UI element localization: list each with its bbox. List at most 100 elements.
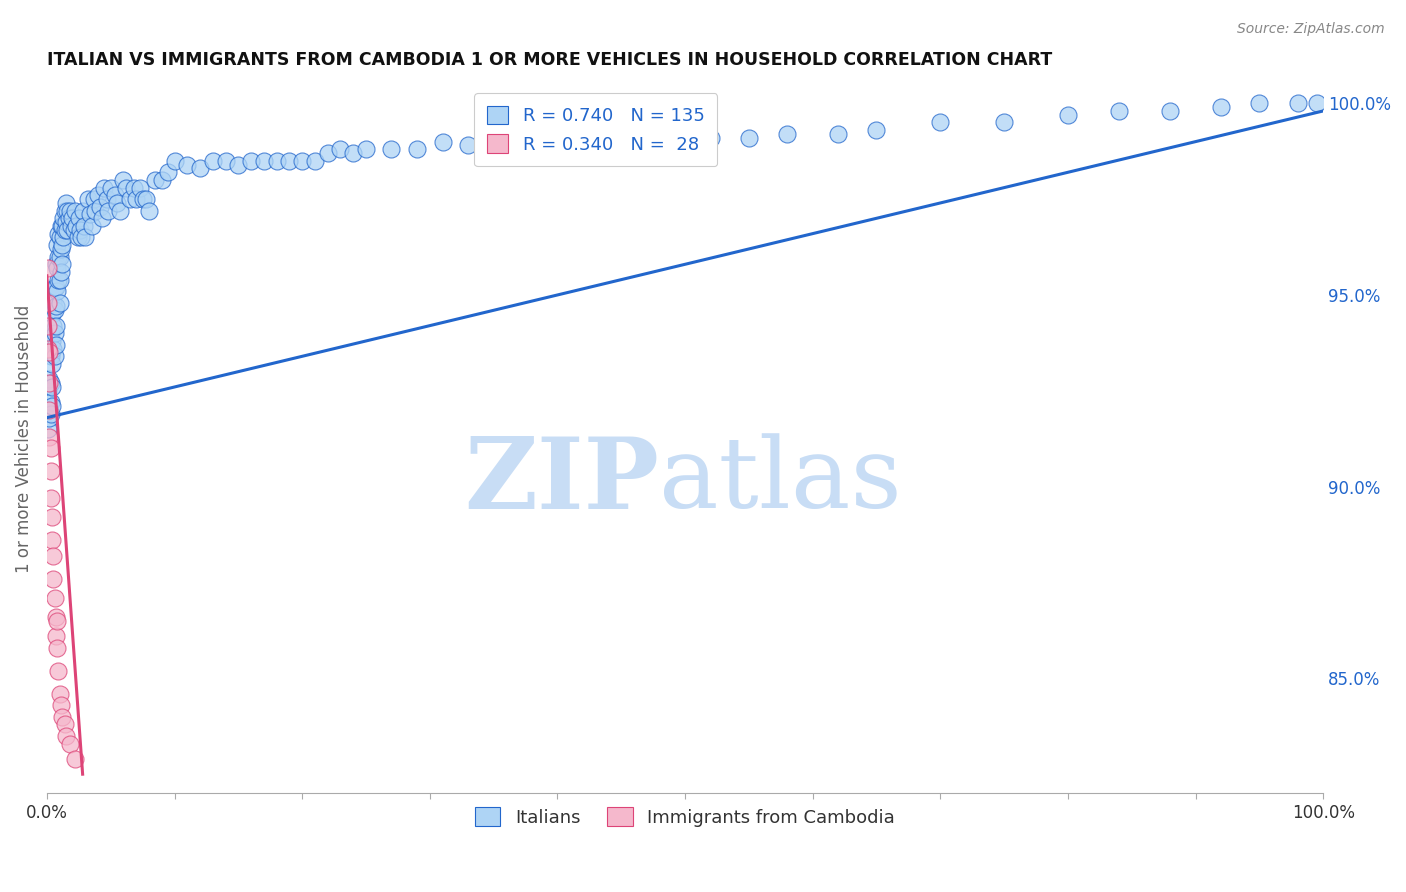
Point xyxy=(39,376,62,391)
Point xyxy=(45,280,67,294)
Point xyxy=(41,357,63,371)
Text: Source: ZipAtlas.com: Source: ZipAtlas.com xyxy=(1237,22,1385,37)
Point xyxy=(48,250,70,264)
Point xyxy=(45,318,67,333)
Point xyxy=(49,242,72,256)
Point xyxy=(150,173,173,187)
Point xyxy=(96,192,118,206)
Point xyxy=(520,146,543,161)
Point xyxy=(65,219,87,233)
Point xyxy=(108,203,131,218)
Point xyxy=(278,153,301,168)
Point xyxy=(546,142,568,156)
Legend: Italians, Immigrants from Cambodia: Italians, Immigrants from Cambodia xyxy=(468,800,903,834)
Point xyxy=(44,591,66,605)
Point xyxy=(38,345,60,359)
Point xyxy=(1306,96,1329,111)
Point xyxy=(53,717,76,731)
Point xyxy=(38,403,60,417)
Point xyxy=(45,257,67,271)
Point xyxy=(201,153,224,168)
Point xyxy=(58,211,80,226)
Point xyxy=(59,737,82,751)
Point xyxy=(51,219,73,233)
Point xyxy=(63,752,86,766)
Point xyxy=(46,261,69,276)
Point xyxy=(46,640,69,655)
Point xyxy=(39,407,62,421)
Point xyxy=(66,230,89,244)
Point xyxy=(42,342,65,356)
Point xyxy=(115,180,138,194)
Point xyxy=(62,223,84,237)
Point xyxy=(46,238,69,252)
Point xyxy=(145,173,167,187)
Point xyxy=(1159,103,1181,118)
Point xyxy=(76,192,98,206)
Point xyxy=(585,146,607,161)
Point xyxy=(39,326,62,341)
Point xyxy=(55,196,77,211)
Point xyxy=(67,211,90,226)
Point xyxy=(63,203,86,218)
Point xyxy=(79,207,101,221)
Point xyxy=(39,395,62,409)
Point xyxy=(329,142,352,156)
Point xyxy=(100,180,122,194)
Point xyxy=(482,142,505,156)
Point xyxy=(103,188,125,202)
Point xyxy=(1057,108,1080,122)
Point xyxy=(125,192,148,206)
Point xyxy=(38,345,60,359)
Point xyxy=(48,295,70,310)
Point xyxy=(41,307,63,321)
Point xyxy=(75,230,97,244)
Point xyxy=(188,161,211,176)
Point xyxy=(163,153,186,168)
Point xyxy=(661,135,683,149)
Point xyxy=(55,729,77,743)
Point xyxy=(38,410,60,425)
Point xyxy=(41,533,63,548)
Text: atlas: atlas xyxy=(659,434,903,529)
Point xyxy=(97,203,120,218)
Point xyxy=(48,230,70,244)
Point xyxy=(37,403,59,417)
Point xyxy=(112,173,135,187)
Point xyxy=(90,211,112,226)
Point xyxy=(41,334,63,348)
Point xyxy=(73,219,96,233)
Point xyxy=(44,280,66,294)
Point xyxy=(53,203,76,218)
Point xyxy=(59,203,82,218)
Point xyxy=(380,142,402,156)
Point xyxy=(60,219,83,233)
Point xyxy=(83,192,105,206)
Point xyxy=(38,376,60,391)
Point xyxy=(51,709,73,723)
Point xyxy=(37,295,59,310)
Point xyxy=(776,127,799,141)
Point xyxy=(37,422,59,436)
Point xyxy=(42,549,65,563)
Point xyxy=(37,342,59,356)
Point xyxy=(42,572,65,586)
Point xyxy=(51,238,73,252)
Point xyxy=(41,399,63,413)
Text: ZIP: ZIP xyxy=(464,433,659,530)
Point xyxy=(1249,96,1271,111)
Point xyxy=(699,130,721,145)
Point xyxy=(72,203,94,218)
Point xyxy=(37,384,59,398)
Point xyxy=(56,203,79,218)
Point xyxy=(49,265,72,279)
Text: ITALIAN VS IMMIGRANTS FROM CAMBODIA 1 OR MORE VEHICLES IN HOUSEHOLD CORRELATION : ITALIAN VS IMMIGRANTS FROM CAMBODIA 1 OR… xyxy=(46,51,1052,69)
Point xyxy=(37,318,59,333)
Point xyxy=(48,272,70,286)
Point xyxy=(55,215,77,229)
Point xyxy=(135,192,157,206)
Point xyxy=(929,115,952,129)
Point xyxy=(240,153,263,168)
Point xyxy=(87,188,110,202)
Point xyxy=(623,135,645,149)
